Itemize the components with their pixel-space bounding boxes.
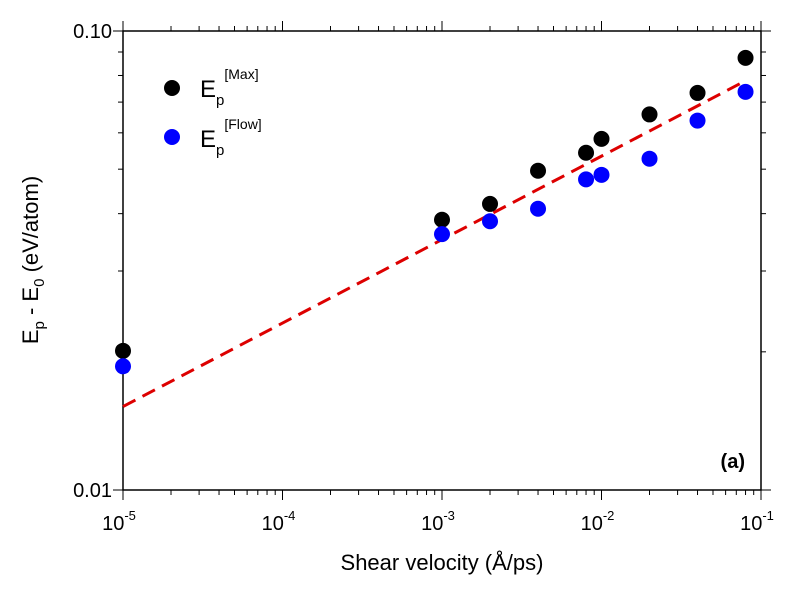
legend-marker-max [164, 80, 180, 96]
y-axis-title-sub2: 0 [31, 279, 48, 287]
legend-max-main: E [200, 76, 216, 103]
legend-label-flow: Ep[Flow] [200, 116, 262, 159]
x-tick-exponent: -3 [443, 508, 455, 523]
x-tick-label: 10-2 [581, 508, 615, 535]
x-tick-base: 10 [102, 513, 124, 535]
point-ep-flow [641, 150, 658, 167]
y-axis-title-sub: p [31, 321, 48, 329]
point-ep-max [530, 162, 547, 179]
point-ep-flow [115, 358, 131, 375]
x-axis-title: Shear velocity (Å/ps) [341, 550, 544, 575]
point-ep-flow [593, 166, 610, 183]
point-ep-max [593, 130, 610, 147]
legend-label-max: Ep[Max] [200, 66, 259, 109]
x-tick-exponent: -5 [124, 508, 136, 523]
data-points [115, 49, 754, 375]
y-tick-label: 0.10 [73, 21, 112, 43]
point-ep-flow [530, 200, 547, 217]
x-tick-exponent: -4 [284, 508, 296, 523]
point-ep-flow [689, 112, 706, 129]
x-tick-label: 10-1 [740, 508, 774, 535]
legend-flow-main: E [200, 126, 216, 153]
point-ep-flow [578, 171, 595, 188]
point-ep-max [578, 144, 595, 161]
axis-ticks [113, 21, 771, 500]
x-tick-exponent: -2 [603, 508, 615, 523]
legend-max-sub: p [216, 92, 224, 109]
x-tick-labels: 10-5 10-4 10-3 10-2 10-1 [102, 508, 774, 535]
point-ep-max [434, 211, 450, 228]
legend: Ep[Max] Ep[Flow] [164, 66, 262, 159]
point-ep-max [737, 49, 754, 66]
point-ep-max [641, 106, 658, 123]
legend-marker-flow [164, 129, 180, 145]
point-ep-flow [434, 226, 450, 243]
x-tick-label: 10-4 [262, 508, 296, 535]
legend-max-sup: [Max] [224, 66, 258, 82]
y-axis-title: Ep - E0 (eV/atom) [18, 176, 48, 344]
x-tick-label: 10-5 [102, 508, 136, 535]
x-tick-base: 10 [262, 513, 284, 535]
y-tick-label: 0.01 [73, 480, 112, 502]
y-axis-title-mid: - E [18, 287, 43, 321]
x-tick-base: 10 [421, 513, 443, 535]
legend-flow-sub: p [216, 142, 224, 159]
fit-line [122, 79, 747, 408]
fit-line-group [122, 79, 747, 408]
legend-flow-sup: [Flow] [224, 116, 261, 132]
x-tick-exponent: -1 [762, 508, 774, 523]
point-ep-max [115, 342, 131, 359]
point-ep-flow [482, 213, 499, 230]
x-tick-base: 10 [740, 513, 762, 535]
panel-label: (a) [721, 451, 745, 473]
point-ep-max [689, 84, 706, 101]
point-ep-flow [737, 83, 754, 100]
y-axis-title-main: E [18, 329, 43, 344]
x-tick-label: 10-3 [421, 508, 455, 535]
point-ep-max [482, 195, 499, 212]
x-tick-base: 10 [581, 513, 603, 535]
y-axis-title-unit: (eV/atom) [18, 176, 43, 279]
